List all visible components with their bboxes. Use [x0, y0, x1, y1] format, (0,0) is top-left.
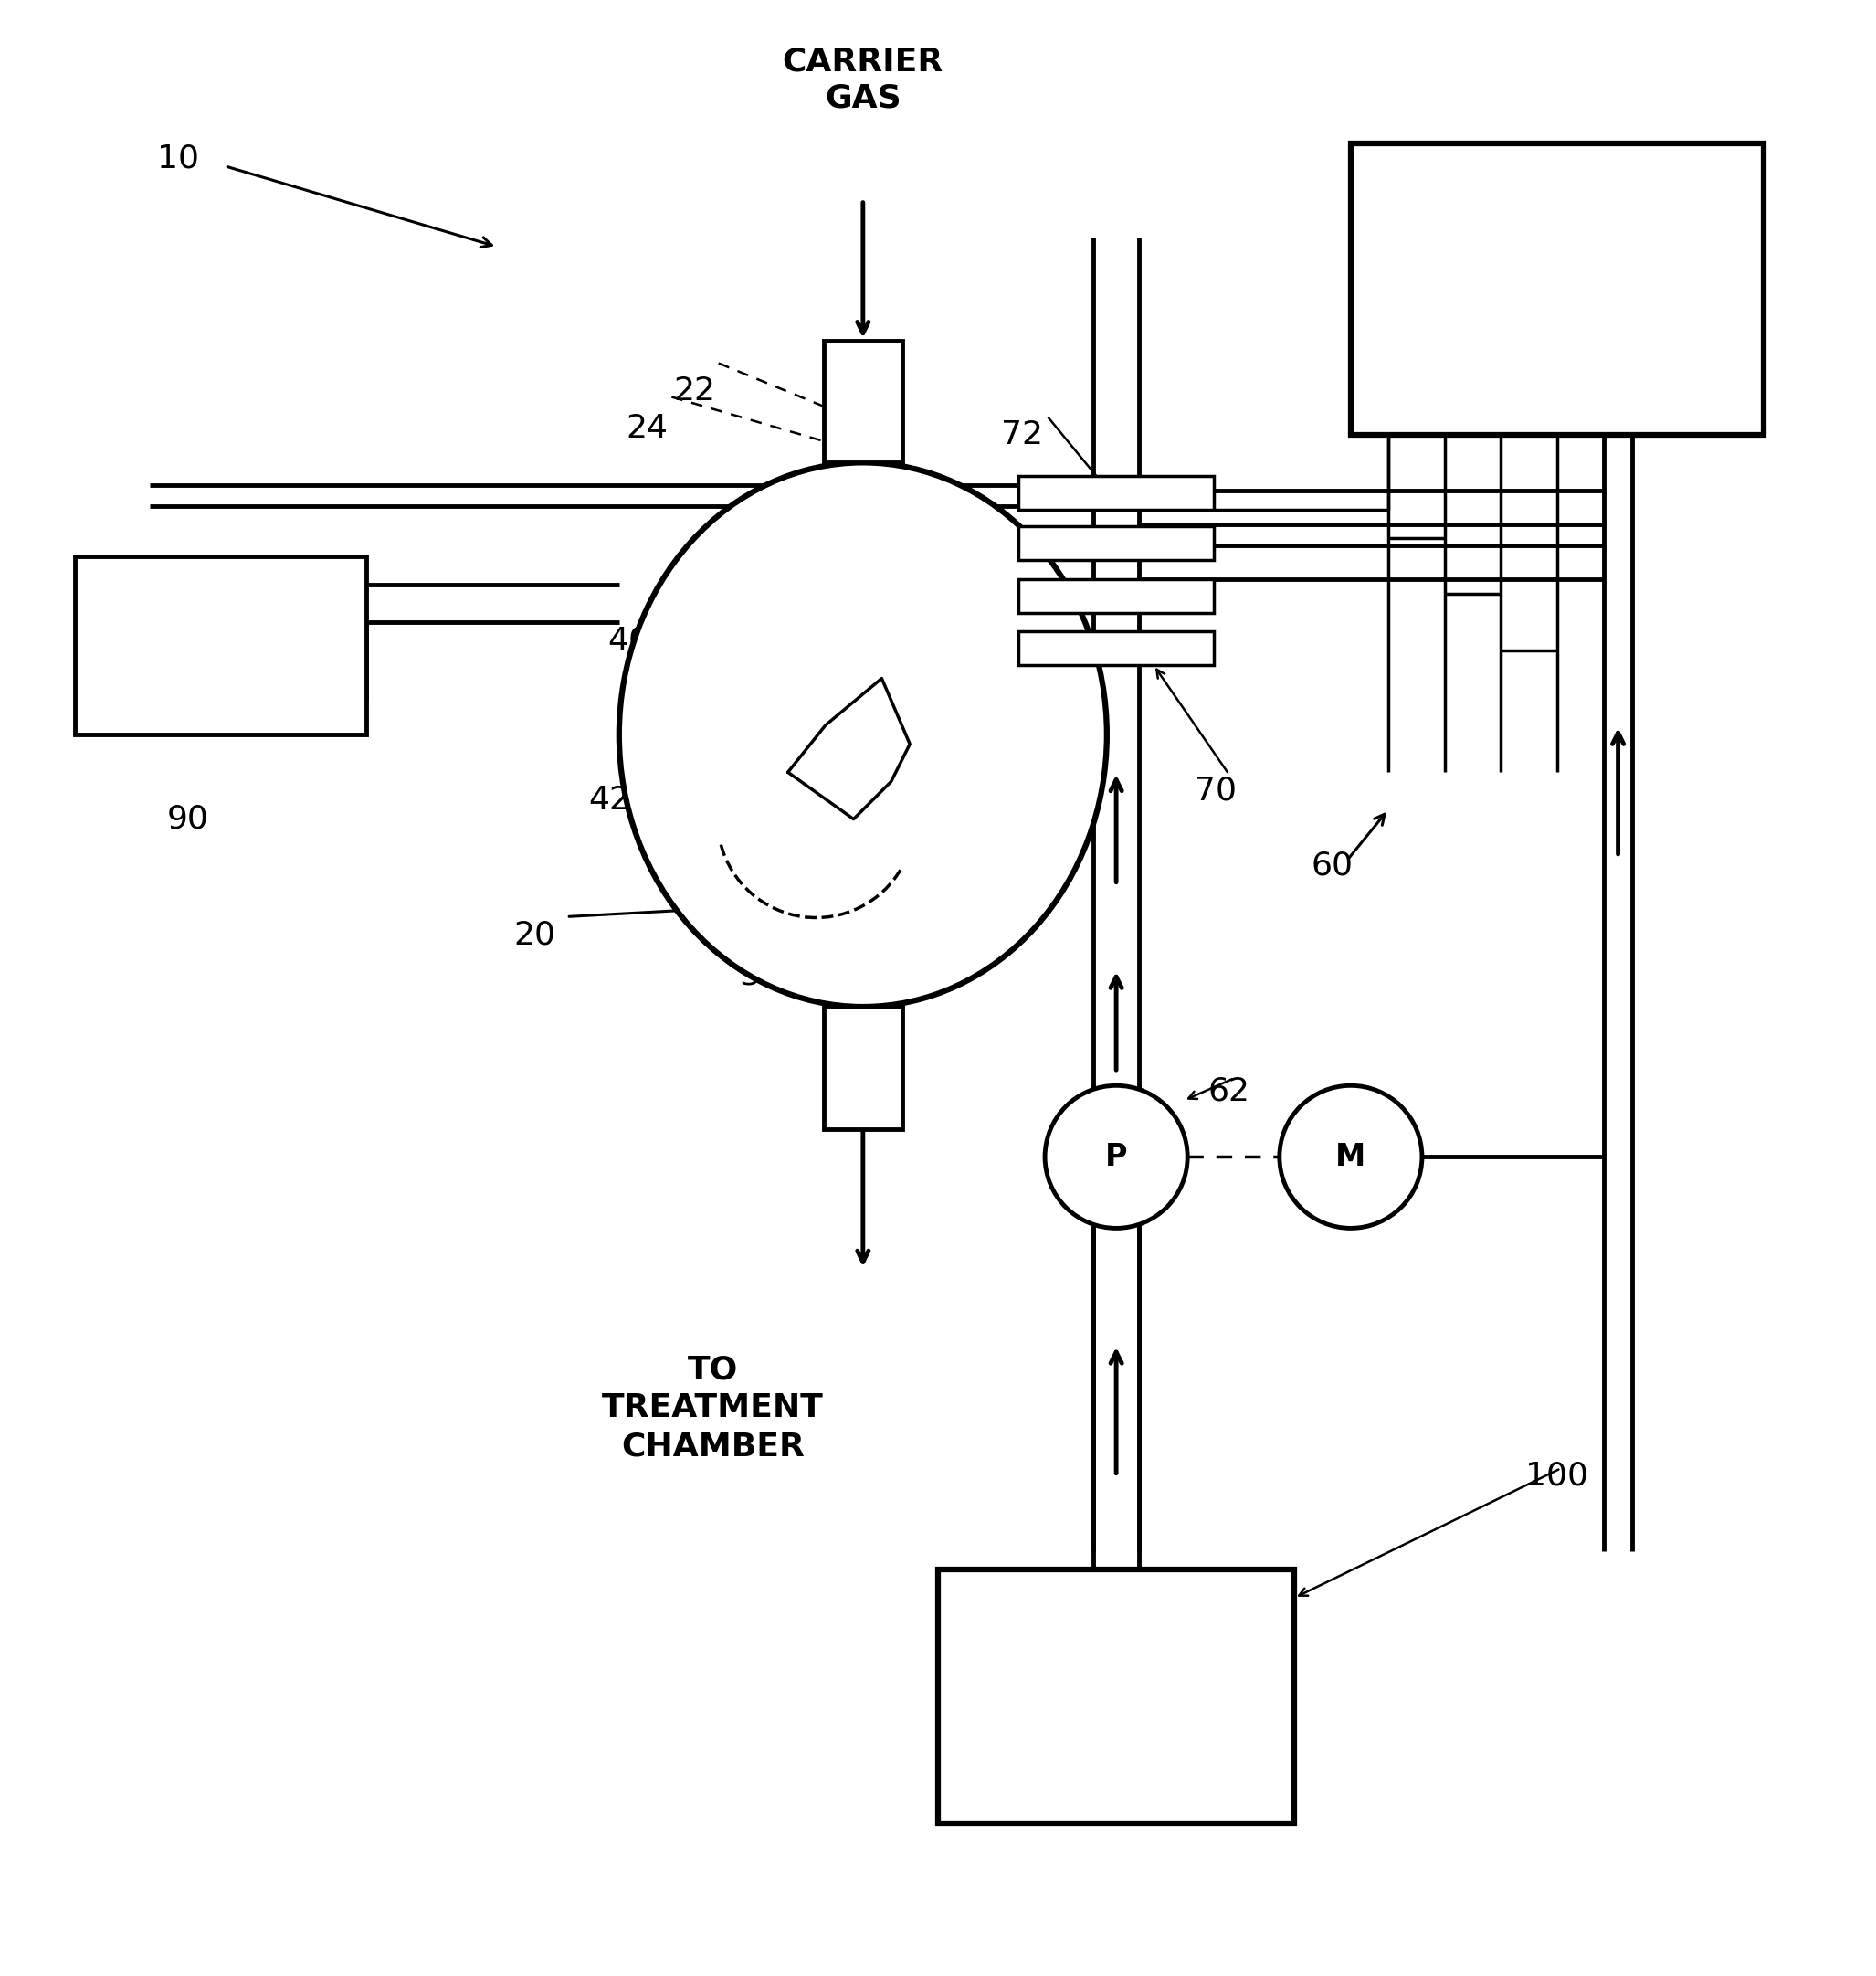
- Text: 32: 32: [739, 958, 780, 990]
- Bar: [938, 1569, 1294, 1824]
- Text: 70: 70: [1195, 775, 1236, 806]
- Text: 34: 34: [925, 958, 966, 990]
- Bar: [824, 1006, 902, 1128]
- Bar: [1351, 144, 1763, 435]
- Text: STERILANT
FLUID
SOURCE: STERILANT FLUID SOURCE: [1015, 1642, 1218, 1751]
- Text: P: P: [1105, 1142, 1127, 1172]
- Text: 62: 62: [1208, 1075, 1249, 1107]
- Text: M: M: [1336, 1142, 1366, 1172]
- Text: TO
TREATMENT
CHAMBER: TO TREATMENT CHAMBER: [602, 1354, 824, 1462]
- Text: 42: 42: [589, 784, 630, 816]
- Text: 72: 72: [1002, 419, 1043, 451]
- Text: 20: 20: [514, 921, 555, 950]
- Bar: [1019, 526, 1214, 559]
- Text: CARRIER
GAS: CARRIER GAS: [782, 47, 944, 113]
- Ellipse shape: [619, 462, 1107, 1006]
- Circle shape: [1279, 1085, 1422, 1229]
- Bar: [824, 340, 902, 462]
- Text: 100: 100: [1525, 1460, 1589, 1492]
- Bar: [1019, 579, 1214, 613]
- Text: 40: 40: [608, 624, 649, 656]
- Bar: [1019, 632, 1214, 666]
- Text: 22: 22: [673, 375, 715, 407]
- Circle shape: [1045, 1085, 1188, 1229]
- Text: 90: 90: [167, 804, 208, 834]
- Text: 60: 60: [1311, 850, 1353, 881]
- Bar: [75, 557, 366, 735]
- Text: 80: 80: [1621, 142, 1662, 174]
- Text: 24: 24: [627, 413, 668, 445]
- Text: 10: 10: [158, 142, 199, 174]
- Bar: [1019, 476, 1214, 510]
- Text: CONTROL
UNIT: CONTROL UNIT: [1469, 253, 1645, 324]
